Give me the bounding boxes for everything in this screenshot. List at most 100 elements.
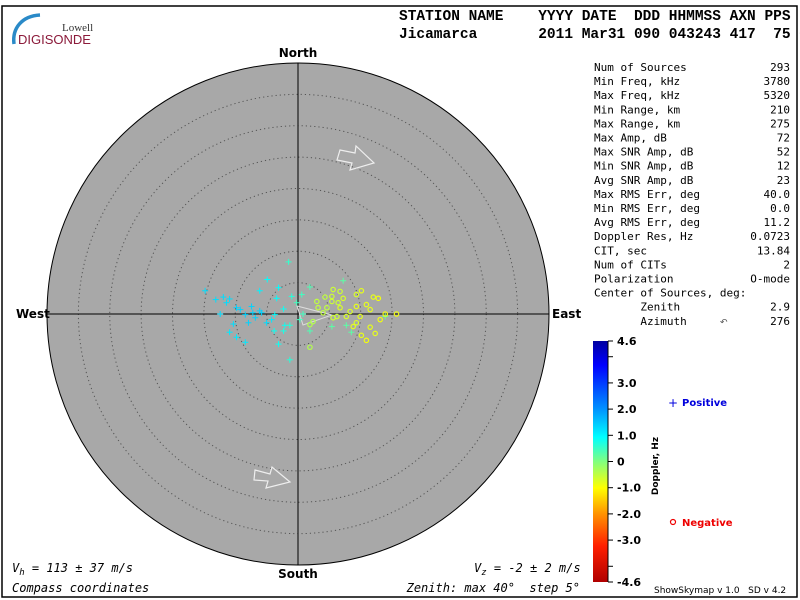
source-point-negative (322, 294, 328, 300)
source-point-positive (281, 322, 288, 329)
source-point-negative (393, 311, 400, 317)
stat-value: 23 (777, 174, 790, 187)
stat-label: Zenith (594, 301, 680, 314)
source-point-positive (264, 276, 271, 283)
source-point-positive (343, 322, 350, 329)
source-point-positive (220, 294, 227, 301)
horizontal-velocity: Vh = 113 ± 37 m/s (12, 561, 133, 578)
source-point-positive (268, 316, 275, 323)
source-point-negative (334, 313, 340, 320)
source-point-negative (315, 304, 321, 311)
source-point-negative (337, 288, 343, 295)
source-point-negative (307, 344, 313, 351)
source-point-positive (271, 311, 278, 318)
source-point-positive (298, 291, 305, 298)
source-point-negative (350, 323, 357, 330)
stat-label: Min RMS Err, deg (594, 202, 700, 215)
source-point-negative (358, 332, 365, 339)
source-point-negative (353, 291, 360, 298)
stat-label: Max RMS Err, deg (594, 188, 700, 201)
source-point-negative (377, 316, 384, 323)
colorbar-tick-label: 3.0 (617, 377, 637, 390)
source-point-negative (353, 319, 360, 326)
stat-label: Max Freq, kHz (594, 89, 680, 102)
logo-text-lowell: Lowell (62, 22, 93, 34)
stat-value: 0.0723 (750, 230, 790, 243)
source-point-negative (329, 293, 335, 300)
stat-label: Center of Sources, deg: (594, 287, 746, 300)
source-point-positive (249, 309, 256, 316)
source-point-positive (237, 306, 244, 313)
stat-value: 2.9 (770, 301, 790, 314)
source-point-negative (372, 330, 378, 337)
source-point-positive (242, 339, 249, 346)
stat-label: Num of CITs (594, 258, 667, 271)
doppler-colorbar (593, 341, 608, 582)
source-point-positive (348, 329, 355, 336)
source-point-positive (202, 287, 209, 294)
plus-marker-icon: + (668, 396, 678, 410)
colorbar-tick-label: 0 (617, 456, 625, 469)
source-point-negative (370, 294, 377, 300)
source-point-negative (367, 324, 373, 330)
source-point-negative (320, 309, 326, 316)
logo-text-digisonde: DIGISONDE (18, 32, 91, 47)
colorbar-label: Doppler, Hz (651, 437, 661, 495)
source-point-negative (314, 298, 320, 305)
source-point-negative (307, 321, 313, 328)
source-point-negative (335, 299, 341, 306)
source-point-negative (337, 304, 343, 311)
colorbar-tick-label: -3.0 (617, 534, 641, 547)
source-point-positive (245, 319, 252, 326)
source-point-negative (310, 318, 316, 325)
source-point-positive (306, 284, 313, 291)
arrow-icon: ↶ (720, 318, 728, 328)
stat-value: 12 (777, 160, 790, 173)
label-east: East (552, 307, 581, 321)
source-point-positive (226, 329, 233, 336)
source-point-positive (271, 327, 278, 334)
colorbar-tick-label: 1.0 (617, 429, 637, 442)
colorbar-tick-label: 4.6 (617, 335, 637, 348)
source-point-negative (357, 313, 363, 320)
stat-label: Max Amp, dB (594, 132, 667, 145)
stat-label: Min Range, km (594, 103, 680, 116)
circle-marker-icon (669, 518, 677, 526)
stat-value: 293 (770, 61, 790, 74)
source-point-positive (288, 293, 295, 300)
source-point-positive (280, 305, 287, 312)
colorbar-tick-label: -2.0 (617, 508, 641, 521)
source-point-positive (233, 334, 240, 341)
stats-panel: Num of Sources 293 Min Freq, kHz 3780 Max Fr… (594, 61, 790, 328)
header-columns: STATION NAME YYYY DATE DDD HHMMSS AXN PP… (399, 9, 800, 25)
source-point-positive (328, 323, 335, 330)
source-point-positive (212, 296, 219, 303)
stat-label: Min SNR Amp, dB (594, 160, 694, 173)
source-point-positive (217, 311, 224, 317)
stat-value: 276 (770, 315, 790, 328)
legend-positive: Positive (682, 398, 727, 409)
label-south: South (278, 567, 318, 581)
label-west: West (16, 307, 50, 321)
source-point-negative (347, 308, 353, 315)
stat-value: 11.2 (764, 216, 791, 229)
stat-label: Num of Sources (594, 61, 687, 74)
colorbar-tick-label: 2.0 (617, 403, 637, 416)
source-point-negative (324, 304, 330, 311)
mean-drift-arrow-icon (296, 305, 334, 326)
stat-value: 40.0 (764, 188, 791, 201)
source-point-negative (363, 301, 370, 308)
stat-value: 13.84 (757, 244, 790, 257)
source-point-positive (256, 287, 263, 294)
digisonde-logo: Lowell DIGISONDE (12, 13, 93, 47)
source-point-positive (286, 356, 293, 363)
stat-label: CIT, sec (594, 244, 647, 257)
stat-label: Avg SNR Amp, dB (594, 174, 694, 187)
stat-value: 3780 (764, 75, 791, 88)
source-point-positive (226, 295, 233, 302)
source-point-positive (275, 341, 282, 348)
stat-value: 275 (770, 117, 790, 130)
stat-value: 72 (777, 132, 790, 145)
source-point-negative (329, 298, 335, 305)
stat-value: 5320 (764, 89, 791, 102)
